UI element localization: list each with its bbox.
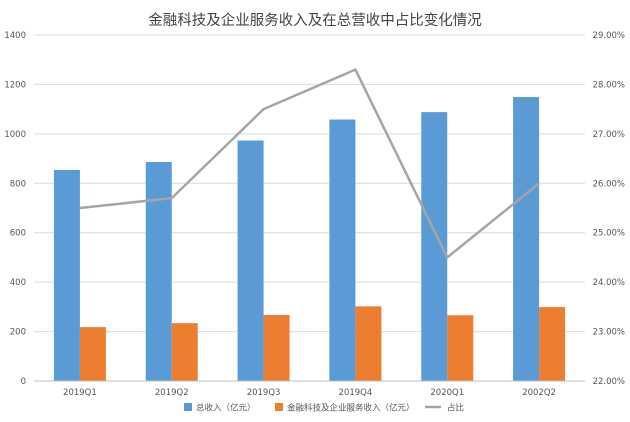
axes: 0 200 400 600 800 1000 1200 1400 22.00% 23.00% 24.…	[4, 31, 625, 398]
x-tick-label: 2020Q1	[430, 388, 464, 398]
fintech-revenue-bar	[355, 306, 382, 381]
total-revenue-bar	[421, 112, 448, 381]
fintech-revenue-bar	[79, 327, 106, 381]
y-right-tick-label: 29.00%	[593, 31, 625, 41]
total-revenue-bar	[513, 97, 540, 381]
y-left-tick-label: 600	[10, 229, 26, 239]
fintech-revenue-bar	[539, 307, 566, 381]
share-line	[79, 67, 540, 260]
y-left-tick-label: 1200	[4, 80, 26, 90]
y-right-tick-label: 22.00%	[593, 377, 625, 387]
y-left-tick-label: 200	[10, 328, 26, 338]
total-revenue-bar	[329, 119, 356, 381]
chart-title: 金融科技及企业服务收入及在总营收中占比变化情况	[148, 11, 482, 29]
y-right-tick-label: 26.00%	[593, 179, 625, 189]
y-right-tick-label: 24.00%	[593, 278, 625, 288]
legend-label: 总收入（亿元）	[196, 403, 256, 414]
y-left-tick-label: 0	[21, 377, 26, 387]
y-right-tick-label: 23.00%	[593, 328, 625, 338]
x-tick-label: 2019Q2	[155, 388, 189, 398]
y-right-tick-label: 25.00%	[593, 229, 625, 239]
share-line-path	[79, 67, 540, 260]
legend-swatch	[184, 403, 192, 411]
x-tick-label: 2002Q2	[522, 388, 556, 398]
x-tick-label: 2019Q3	[247, 388, 281, 398]
fintech-revenue-bar	[263, 315, 290, 381]
x-tick-label: 2019Q1	[63, 388, 97, 398]
y-left-tick-label: 400	[10, 278, 26, 288]
fintech-revenue-bar	[171, 323, 198, 381]
gridlines	[34, 34, 585, 333]
x-tick-label: 2019Q4	[339, 388, 373, 398]
legend-label: 金融科技及企业服务收入（亿元）	[287, 403, 415, 414]
total-revenue-bar	[145, 162, 172, 381]
total-revenue-bar	[237, 140, 264, 381]
y-right-tick-label: 28.00%	[593, 80, 625, 90]
y-right-tick-label: 27.00%	[593, 130, 625, 140]
legend-label: 占比	[447, 403, 464, 414]
total-revenue-bar	[53, 169, 80, 381]
fintech-revenue-bar	[447, 315, 474, 381]
legend-swatch	[275, 403, 283, 411]
y-left-tick-label: 1400	[4, 31, 26, 41]
y-left-tick-label: 1000	[4, 130, 26, 140]
y-left-tick-label: 800	[10, 179, 26, 189]
legend: 总收入（亿元） 金融科技及企业服务收入（亿元） 占比	[184, 403, 464, 414]
bars	[53, 97, 566, 381]
